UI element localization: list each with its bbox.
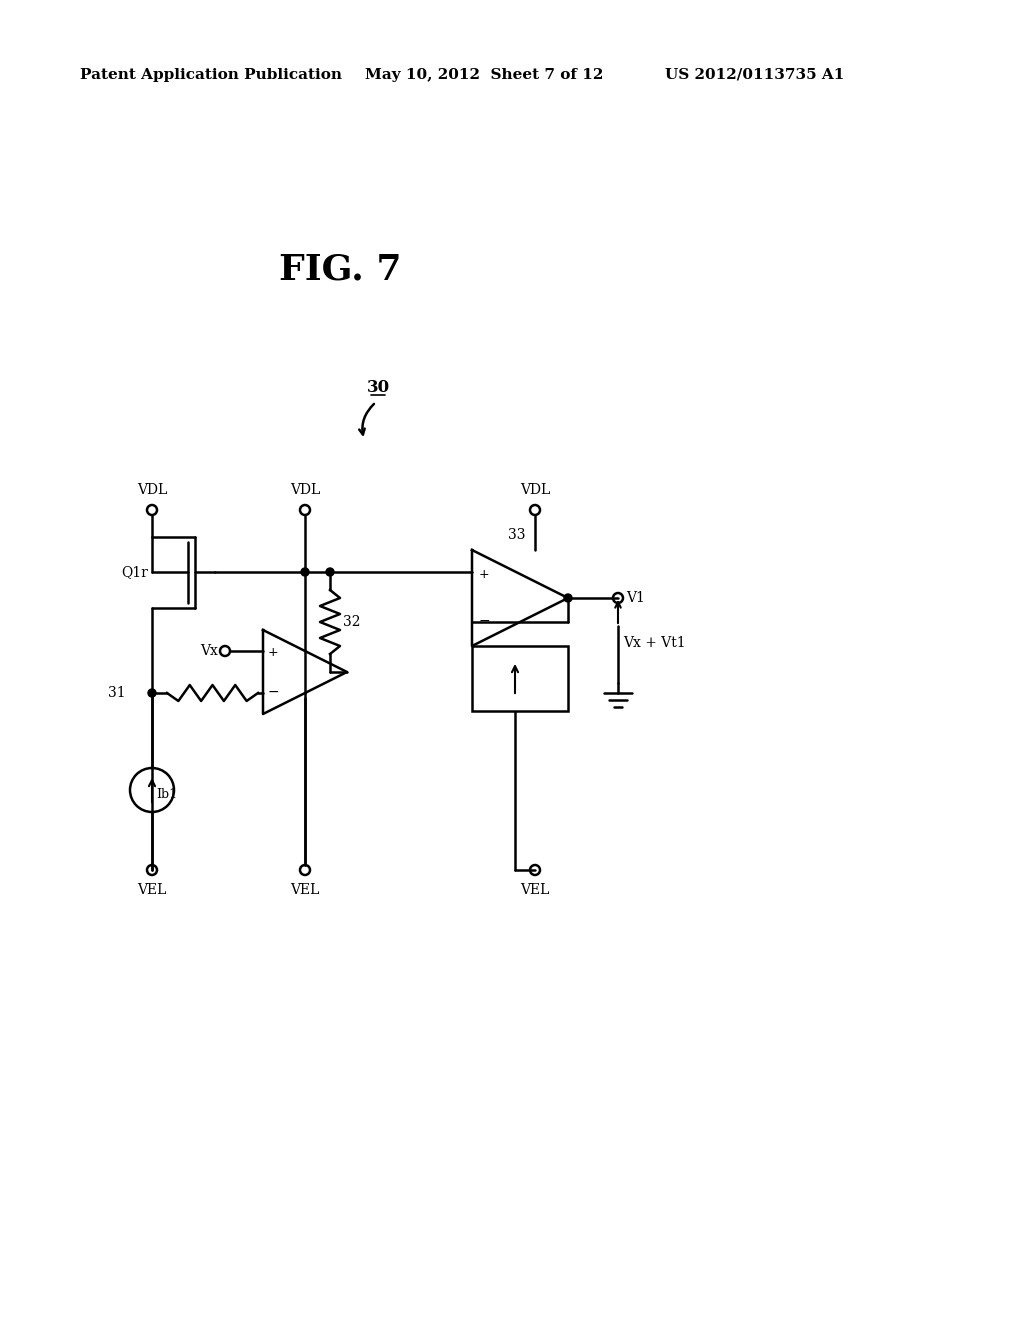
Text: −: − <box>267 685 279 700</box>
Text: Vx: Vx <box>200 644 218 657</box>
Text: May 10, 2012  Sheet 7 of 12: May 10, 2012 Sheet 7 of 12 <box>365 69 603 82</box>
Text: 31: 31 <box>109 686 126 700</box>
Text: 30: 30 <box>367 380 389 396</box>
Text: VDL: VDL <box>520 483 550 498</box>
Circle shape <box>148 689 156 697</box>
Text: 32: 32 <box>343 615 360 630</box>
Text: V1: V1 <box>626 591 645 605</box>
Text: −: − <box>478 614 489 628</box>
Text: Ib1: Ib1 <box>156 788 177 800</box>
Circle shape <box>564 594 572 602</box>
Text: VDL: VDL <box>290 483 321 498</box>
Bar <box>472 645 568 711</box>
Text: +: + <box>267 645 279 659</box>
Text: VEL: VEL <box>520 883 550 898</box>
Text: Patent Application Publication: Patent Application Publication <box>80 69 342 82</box>
Text: VEL: VEL <box>291 883 319 898</box>
Text: Vx + Vt1: Vx + Vt1 <box>623 636 686 649</box>
Text: +: + <box>478 569 489 582</box>
Text: US 2012/0113735 A1: US 2012/0113735 A1 <box>665 69 845 82</box>
Circle shape <box>326 568 334 576</box>
Text: FIG. 7: FIG. 7 <box>279 253 401 286</box>
Text: VDL: VDL <box>137 483 167 498</box>
Text: Q1r: Q1r <box>121 565 148 579</box>
FancyArrowPatch shape <box>359 404 374 434</box>
Circle shape <box>301 568 309 576</box>
Text: VEL: VEL <box>137 883 167 898</box>
Text: 33: 33 <box>508 528 525 543</box>
